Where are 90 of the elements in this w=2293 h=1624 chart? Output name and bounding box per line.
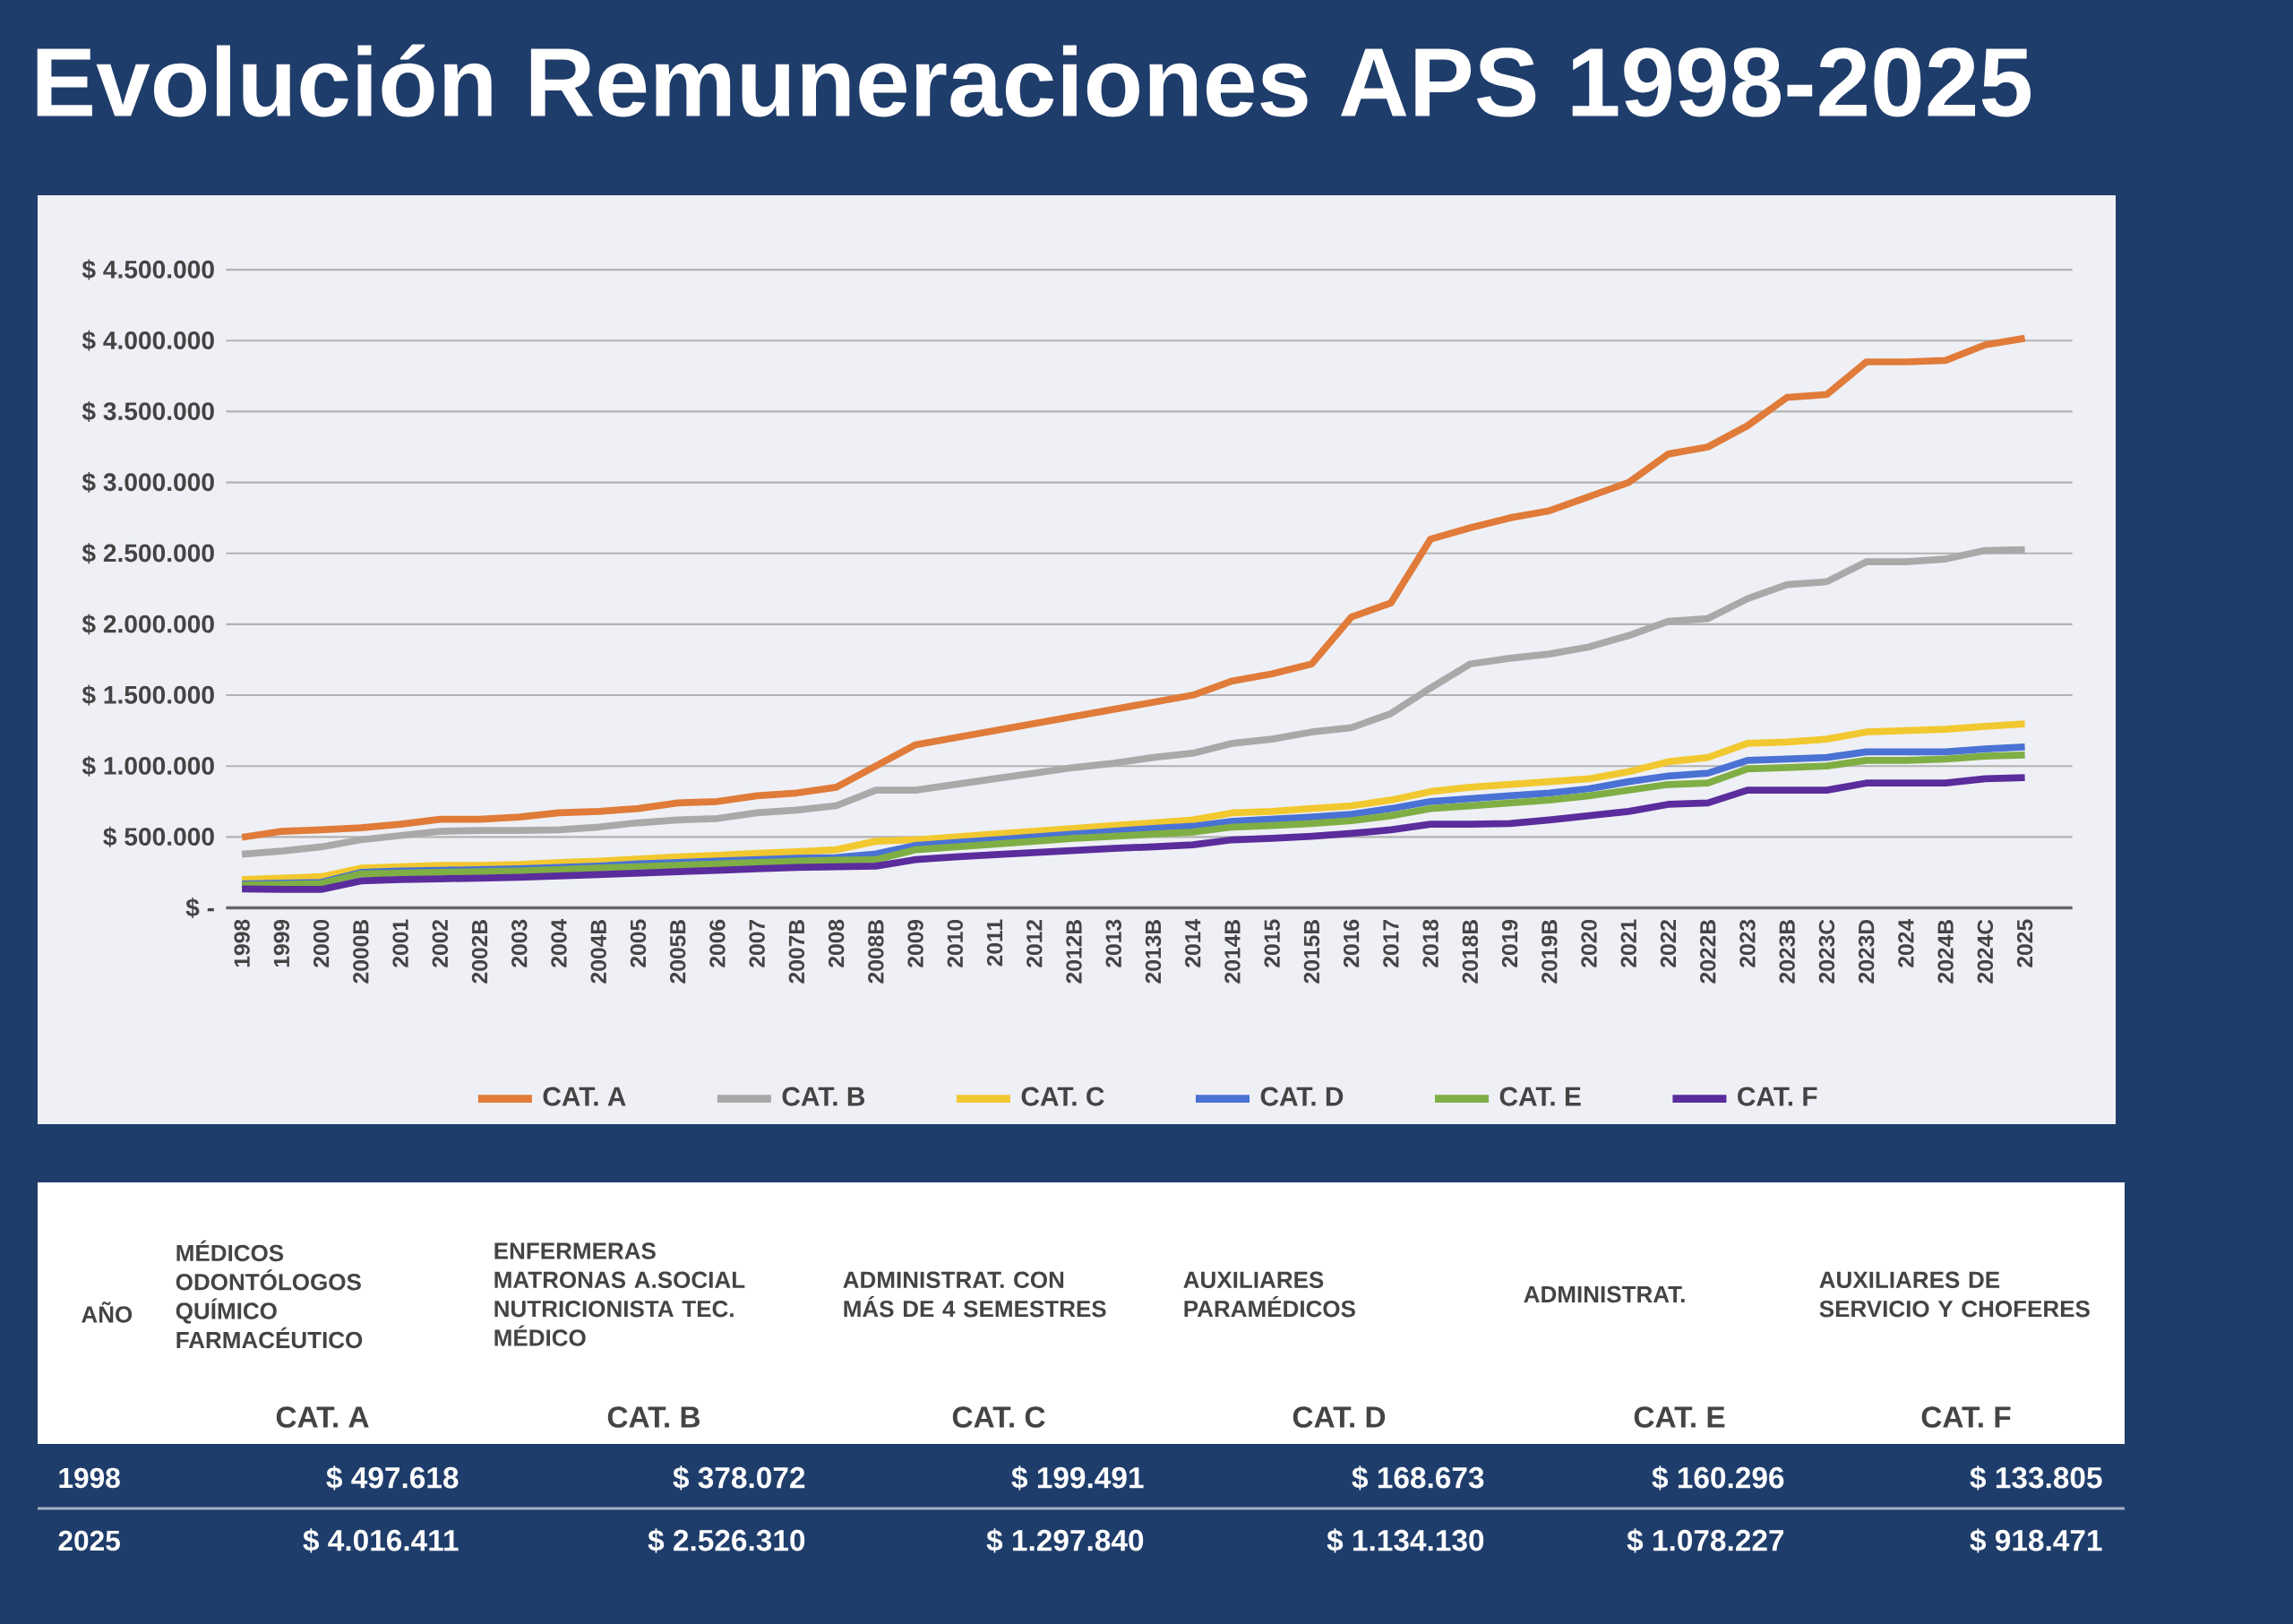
x-tick-label: 2019 xyxy=(1501,919,1518,967)
text: $ 133.805 xyxy=(1970,1465,2102,1491)
text: CAT. D xyxy=(1292,1406,1386,1428)
text: ADMINISTRAT. CON MÁS DE 4 SEMESTRES xyxy=(843,1271,1106,1318)
legend-label: CAT. B xyxy=(782,1087,865,1106)
y-tick-label: $ 1.500.000 xyxy=(82,684,214,706)
text: 2025 xyxy=(58,1530,120,1551)
text: $ 168.673 xyxy=(1352,1465,1484,1491)
x-tick-label: 2023B xyxy=(1779,920,1795,984)
x-tick-label: 2019B xyxy=(1542,920,1558,984)
x-tick-label: 2018B xyxy=(1462,920,1479,984)
legend-label: CAT. D xyxy=(1260,1087,1344,1106)
x-tick-label: 2012 xyxy=(1026,919,1043,967)
x-tick-label: 2004 xyxy=(551,919,567,967)
y-tick-label: $ 500.000 xyxy=(103,826,214,847)
text: $ 160.296 xyxy=(1652,1465,1784,1491)
x-tick-label: 2024B xyxy=(1937,920,1954,984)
x-tick-label: 2011 xyxy=(986,919,1003,967)
text: ENFERMERAS MATRONAS A.SOCIAL NUTRICIONISTA TEC. MÉDICO xyxy=(494,1242,745,1346)
x-tick-label: 2007B xyxy=(788,920,805,984)
x-tick-label: 2018 xyxy=(1422,919,1438,967)
x-tick-label: 1998 xyxy=(234,919,250,967)
text: AUXILIARES PARAMÉDICOS xyxy=(1183,1271,1355,1318)
x-tick-label: 2025 xyxy=(2016,919,2033,967)
text: MÉDICOS ODONTÓLOGOS QUÍMICO FARMACÉUTICO xyxy=(176,1240,363,1349)
x-tick-label: 2013B xyxy=(1145,920,1162,984)
text: ADMINISTRAT. xyxy=(1524,1285,1685,1303)
x-tick-label: 2005B xyxy=(670,920,686,984)
x-tick-label: 2010 xyxy=(947,919,964,967)
text: CAT. C xyxy=(952,1406,1045,1428)
text: CAT. B xyxy=(607,1406,700,1428)
x-tick-label: 2007 xyxy=(749,920,765,967)
x-tick-label: 2014B xyxy=(1224,920,1241,984)
text: 1998 xyxy=(59,1467,120,1489)
x-tick-label: 2004B xyxy=(590,920,606,984)
text: $ 918.471 xyxy=(1970,1528,2102,1553)
text: $ 199.491 xyxy=(1011,1465,1144,1491)
x-tick-label: 2001 xyxy=(392,919,408,967)
y-tick-label: $ 4.000.000 xyxy=(82,330,214,351)
chart-title: Evolución Remuneraciones APS 1998-2025 xyxy=(37,44,2031,117)
x-tick-label: 2023C xyxy=(1818,919,1835,984)
y-tick-label: $ 4.500.000 xyxy=(82,259,214,280)
text: $ 1.297.840 xyxy=(986,1528,1144,1553)
x-tick-label: 2005 xyxy=(630,919,647,967)
y-tick-label: $ 2.500.000 xyxy=(82,543,214,564)
text: CAT. F xyxy=(1921,1406,2011,1428)
x-tick-label: 2006 xyxy=(709,919,726,967)
text: CAT. A xyxy=(276,1406,369,1428)
x-tick-label: 2022B xyxy=(1700,920,1716,984)
x-tick-label: 2008B xyxy=(868,920,884,984)
x-tick-label: 2022 xyxy=(1660,919,1677,967)
text: $ 378.072 xyxy=(673,1465,805,1491)
x-tick-label: 2017 xyxy=(1383,920,1399,967)
x-tick-label: 2003 xyxy=(511,919,528,967)
text: $ 2.526.310 xyxy=(648,1528,805,1553)
legend-label: CAT. A xyxy=(543,1087,626,1106)
legend-label: CAT. E xyxy=(1499,1087,1581,1106)
x-tick-label: 2002 xyxy=(432,919,449,967)
x-tick-label: 2000B xyxy=(353,920,369,984)
y-tick-label: $ 3.000.000 xyxy=(82,472,214,494)
y-tick-label: $ - xyxy=(185,898,214,918)
legend-label: CAT. C xyxy=(1021,1087,1104,1106)
y-tick-label: $ 2.000.000 xyxy=(82,614,214,635)
x-tick-label: 2013 xyxy=(1105,919,1121,967)
text: $ 1.078.227 xyxy=(1627,1528,1784,1553)
text: $ 497.618 xyxy=(326,1465,459,1491)
x-tick-label: 1999 xyxy=(273,919,290,967)
x-tick-label: 2023D xyxy=(1858,920,1875,984)
x-tick-label: 2015B xyxy=(1303,920,1320,984)
y-tick-label: $ 1.000.000 xyxy=(82,755,214,777)
text: AUXILIARES DE SERVICIO Y CHOFERES xyxy=(1819,1271,2090,1318)
x-tick-label: 2015 xyxy=(1264,919,1280,967)
y-tick-label: $ 3.500.000 xyxy=(82,400,214,422)
text: $ 4.016.411 xyxy=(303,1528,459,1553)
x-tick-label: 2023 xyxy=(1739,919,1756,967)
x-tick-label: 2016 xyxy=(1343,919,1360,967)
x-tick-label: 2024C xyxy=(1977,919,1994,984)
x-tick-label: 2024 xyxy=(1898,919,1914,967)
legend-label: CAT. F xyxy=(1738,1087,1817,1106)
text: AÑO xyxy=(82,1302,133,1323)
text: CAT. E xyxy=(1634,1406,1725,1428)
text: $ 1.134.130 xyxy=(1327,1528,1484,1553)
x-tick-label: 2000 xyxy=(313,919,330,967)
x-tick-label: 2012B xyxy=(1066,920,1082,984)
x-tick-label: 2009 xyxy=(907,919,923,967)
x-tick-label: 2008 xyxy=(828,919,845,967)
x-tick-label: 2014 xyxy=(1185,919,1201,967)
x-tick-label: 2002B xyxy=(471,920,488,984)
x-tick-label: 2021 xyxy=(1620,919,1636,967)
x-tick-label: 2020 xyxy=(1581,919,1597,967)
